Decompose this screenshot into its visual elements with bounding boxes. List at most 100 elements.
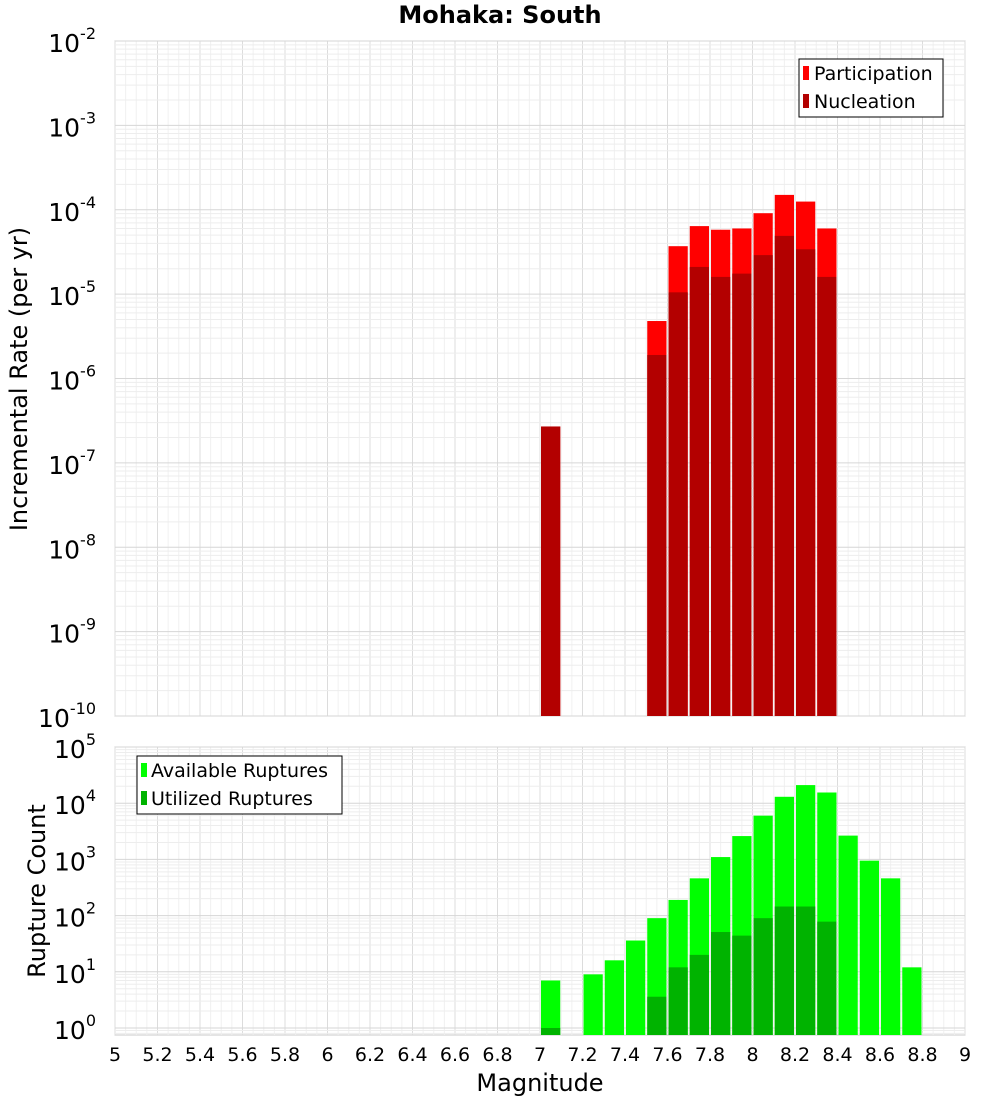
tick-base: 10	[54, 904, 86, 933]
x-tick-label: 8.2	[780, 1044, 810, 1066]
tick-base: 10	[48, 282, 80, 311]
bottom-y-tick-label: 103	[54, 842, 96, 876]
tick-base: 10	[48, 620, 80, 649]
legend-swatch-participation	[803, 66, 809, 80]
x-tick-label: 7.2	[567, 1044, 597, 1066]
legend-swatch-available	[141, 763, 147, 777]
x-tick-label: 6	[321, 1044, 333, 1066]
bottom-bar-utilized-ruptures	[796, 906, 816, 1035]
x-tick-label: 8.6	[865, 1044, 895, 1066]
x-axis-label: Magnitude	[476, 1069, 603, 1097]
x-tick-label: 8.4	[822, 1044, 852, 1066]
legend-label-utilized: Utilized Ruptures	[151, 788, 313, 810]
tick-exponent: -7	[80, 446, 96, 465]
x-tick-label: 7.4	[610, 1044, 640, 1066]
top-bars	[541, 194, 837, 717]
bottom-bar-utilized-ruptures	[647, 996, 667, 1035]
legend-label-participation: Participation	[814, 63, 933, 85]
tick-base: 10	[54, 847, 86, 876]
legend-label-nucleation: Nucleation	[814, 91, 916, 113]
x-tick-label: 5.8	[270, 1044, 300, 1066]
bottom-bar-available-ruptures	[626, 940, 646, 1035]
tick-exponent: 1	[86, 955, 96, 974]
bottom-y-tick-label: 105	[54, 730, 96, 764]
tick-base: 10	[54, 1016, 86, 1045]
top-bar-nucleation	[796, 249, 816, 716]
chart-title: Mohaka: South	[398, 1, 601, 29]
top-y-tick-label: 10-5	[48, 277, 96, 311]
x-tick-label: 5	[109, 1044, 121, 1066]
x-tick-label: 6.2	[355, 1044, 385, 1066]
tick-exponent: -3	[80, 108, 96, 127]
bottom-bar-available-ruptures	[838, 835, 858, 1035]
legend-label-available: Available Ruptures	[151, 760, 328, 782]
bottom-bar-utilized-ruptures	[732, 935, 752, 1035]
tick-exponent: -4	[80, 193, 96, 212]
bottom-bar-available-ruptures	[583, 974, 603, 1035]
tick-exponent: 3	[86, 842, 96, 861]
bottom-bar-available-ruptures	[902, 967, 922, 1035]
top-y-tick-label: 10-7	[48, 446, 96, 480]
x-tick-label: 6.6	[440, 1044, 470, 1066]
bottom-y-tick-label: 104	[54, 786, 96, 820]
tick-exponent: 4	[86, 786, 96, 805]
top-bar-nucleation	[647, 354, 667, 716]
x-tick-labels: 5 5.2 5.4 5.6 5.8 6 6.2 6.4 6.6 6.8 7 7.2 7.4 7.6 7.8 8…	[109, 1044, 971, 1066]
tick-base: 10	[48, 535, 80, 564]
tick-exponent: -2	[80, 24, 96, 43]
tick-base: 10	[48, 29, 80, 58]
bottom-y-axis-label: Rupture Count	[23, 804, 51, 978]
top-legend-box	[798, 58, 944, 118]
bottom-legend: Available Ruptures Utilized Ruptures	[136, 755, 343, 815]
top-bar-nucleation	[711, 276, 731, 716]
bottom-bar-available-ruptures	[604, 960, 624, 1035]
tick-exponent: -6	[80, 362, 96, 381]
tick-exponent: -5	[80, 277, 96, 296]
x-tick-label: 8.8	[907, 1044, 937, 1066]
top-legend: Participation Nucleation	[798, 58, 944, 118]
top-bar-nucleation	[753, 255, 773, 716]
top-y-axis-label: Incremental Rate (per yr)	[5, 227, 33, 531]
bottom-bar-utilized-ruptures	[668, 967, 688, 1035]
tick-base: 10	[54, 960, 86, 989]
tick-exponent: -9	[80, 615, 96, 634]
bottom-bar-available-ruptures	[859, 860, 879, 1035]
x-tick-label: 5.4	[185, 1044, 215, 1066]
top-bar-nucleation	[541, 426, 561, 716]
bottom-bar-available-ruptures	[881, 878, 901, 1035]
top-bar-nucleation	[817, 276, 837, 716]
top-y-tick-label: 10-4	[48, 193, 96, 227]
top-y-tick-label: 10-6	[48, 362, 96, 396]
tick-exponent: 5	[86, 730, 96, 749]
x-tick-label: 7.8	[695, 1044, 725, 1066]
x-tick-label: 6.8	[482, 1044, 512, 1066]
bottom-bar-available-ruptures	[541, 980, 561, 1035]
top-y-tick-label: 10-9	[48, 615, 96, 649]
bottom-y-tick-label: 100	[54, 1011, 96, 1045]
bottom-y-tick-label: 102	[54, 899, 96, 933]
tick-base: 10	[48, 451, 80, 480]
top-bar-nucleation	[689, 266, 709, 716]
x-tick-label: 9	[959, 1044, 971, 1066]
top-y-tick-label: 10-10	[38, 699, 96, 733]
top-panel: 10-210-310-410-510-610-710-810-910-10 In…	[5, 24, 966, 733]
bottom-bar-utilized-ruptures	[689, 954, 709, 1035]
tick-exponent: 0	[86, 1011, 96, 1030]
tick-base: 10	[48, 113, 80, 142]
top-y-tick-labels: 10-210-310-410-510-610-710-810-910-10	[38, 24, 96, 733]
tick-base: 10	[48, 367, 80, 396]
x-tick-label: 5.6	[227, 1044, 257, 1066]
top-y-tick-label: 10-2	[48, 24, 96, 58]
x-tick-label: 7.6	[652, 1044, 682, 1066]
top-bar-nucleation	[668, 292, 688, 716]
tick-base: 10	[48, 198, 80, 227]
x-tick-label: 5.2	[142, 1044, 172, 1066]
legend-swatch-nucleation	[803, 94, 809, 108]
bottom-bar-utilized-ruptures	[541, 1027, 561, 1035]
bottom-y-tick-label: 101	[54, 955, 96, 989]
tick-base: 10	[54, 791, 86, 820]
tick-base: 10	[54, 735, 86, 764]
top-bar-nucleation	[774, 235, 794, 716]
